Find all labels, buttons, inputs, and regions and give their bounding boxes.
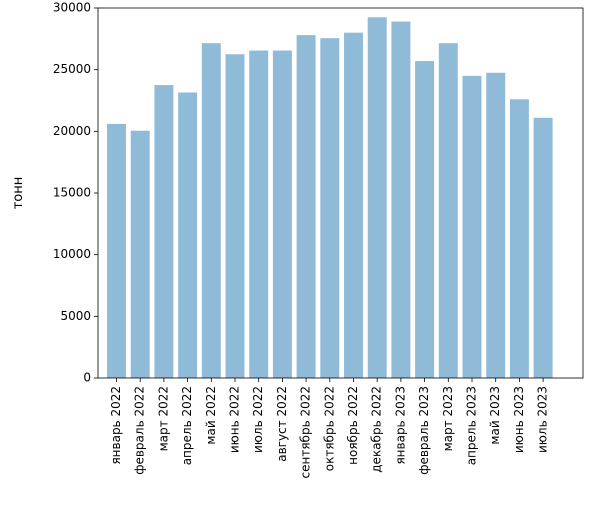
y-tick-label: 20000 xyxy=(53,124,91,138)
bar xyxy=(297,35,316,378)
x-tick-label: март 2022 xyxy=(156,386,170,451)
x-tick-label: февраль 2023 xyxy=(417,386,431,475)
x-tick-label: июль 2023 xyxy=(536,386,550,453)
bar xyxy=(131,131,150,378)
bar xyxy=(486,73,505,378)
x-tick-label: январь 2022 xyxy=(109,386,123,465)
bar xyxy=(439,43,458,378)
x-tick-label: март 2023 xyxy=(441,386,455,451)
bar xyxy=(178,92,197,378)
x-tick-label: декабрь 2022 xyxy=(370,386,384,473)
bar xyxy=(320,38,339,378)
x-tick-label: октябрь 2022 xyxy=(322,386,336,471)
bar xyxy=(510,99,529,378)
y-tick-label: 15000 xyxy=(53,186,91,200)
x-tick-label: сентябрь 2022 xyxy=(299,386,313,478)
y-tick-label: 10000 xyxy=(53,247,91,261)
x-tick-label: июль 2022 xyxy=(251,386,265,453)
bar xyxy=(534,118,553,378)
x-tick-label: май 2022 xyxy=(204,386,218,445)
x-tick-label: август 2022 xyxy=(275,386,289,462)
y-axis-label: тонн xyxy=(11,177,26,210)
x-tick-label: июнь 2023 xyxy=(512,386,526,453)
bar xyxy=(202,43,221,378)
bar xyxy=(391,22,410,378)
x-tick-label: февраль 2022 xyxy=(133,386,147,475)
x-axis: январь 2022 февраль 2022 март 2022 апрель 2… xyxy=(109,378,550,478)
bar xyxy=(249,51,268,378)
bar xyxy=(154,85,173,378)
x-tick-label: июнь 2022 xyxy=(228,386,242,453)
y-axis: 0 5000 10000 15000 20000 25000 30000 xyxy=(53,1,98,385)
bar xyxy=(273,51,292,378)
y-tick-label: 30000 xyxy=(53,1,91,15)
x-tick-label: ноябрь 2022 xyxy=(346,386,360,465)
x-tick-label: апрель 2022 xyxy=(180,386,194,465)
y-tick-label: 5000 xyxy=(60,309,91,323)
bar xyxy=(368,17,387,378)
bar xyxy=(415,61,434,378)
bar xyxy=(463,76,482,378)
y-tick-label: 0 xyxy=(83,371,91,385)
x-tick-label: апрель 2023 xyxy=(465,386,479,465)
bar xyxy=(344,33,363,378)
y-tick-label: 25000 xyxy=(53,62,91,76)
x-tick-label: январь 2023 xyxy=(393,386,407,465)
x-tick-label: май 2023 xyxy=(488,386,502,445)
bar xyxy=(226,54,245,378)
bar xyxy=(107,124,126,378)
plot-area xyxy=(107,17,553,378)
